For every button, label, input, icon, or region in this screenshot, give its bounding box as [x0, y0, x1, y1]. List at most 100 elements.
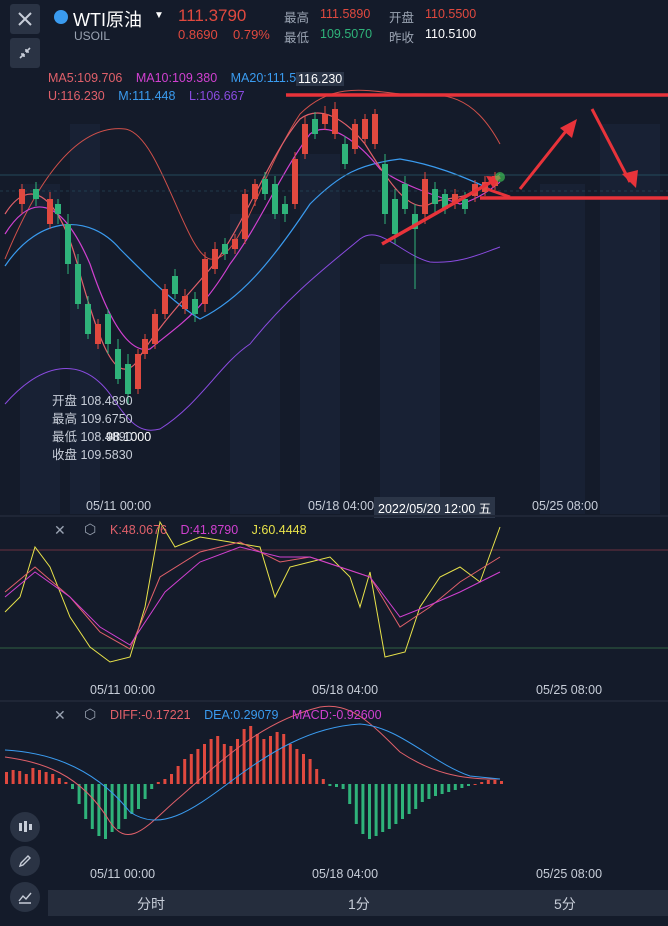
candle-body: [152, 314, 158, 344]
low-value: 109.5070: [320, 27, 373, 41]
min-price-label: 98.1000: [106, 430, 152, 444]
candle-body: [135, 354, 141, 389]
main-chart-pane[interactable]: MA5:109.706 MA10:109.380 MA20:111.552 U:…: [0, 64, 668, 518]
candle-body: [282, 204, 288, 214]
macd-bar: [480, 782, 484, 784]
macd-bar: [420, 784, 424, 802]
close-button[interactable]: [10, 4, 40, 34]
macd-bar: [90, 784, 94, 829]
macd-bar: [123, 784, 127, 819]
candle-body: [242, 194, 248, 239]
last-price: 111.3790: [178, 6, 247, 25]
macd-bar: [216, 736, 220, 784]
x-tick: 05/25 08:00: [536, 683, 603, 697]
macd-bar: [64, 782, 68, 784]
candle-body: [85, 304, 91, 334]
macd-bar: [486, 780, 490, 784]
x-tick: 05/25 08:00: [536, 867, 603, 881]
high-label: 最高: [284, 11, 310, 25]
period-tab-bar: 分时 1分 5分: [48, 890, 668, 916]
macd-bar: [150, 784, 154, 789]
draw-button[interactable]: [10, 846, 40, 876]
macd-bar: [143, 784, 147, 799]
macd-bar: [77, 784, 81, 804]
boll-upper-label: U:116.230: [48, 89, 105, 103]
candle-icon: [19, 821, 32, 832]
collapse-button[interactable]: [10, 38, 40, 68]
ma10-label: MA10:109.380: [135, 71, 218, 85]
chart-type-button[interactable]: [10, 812, 40, 842]
macd-bar: [361, 784, 365, 834]
macd-bar: [170, 774, 173, 784]
low-label: 最低: [284, 31, 310, 45]
macd-bar: [381, 784, 385, 832]
macd-bar: [288, 744, 292, 784]
macd-bar: [282, 734, 286, 784]
macd-pane[interactable]: ✕ ⬡ DIFF:-0.17221 DEA:0.29079 MACD:-0.92…: [0, 702, 668, 890]
symbol-logo-icon: [54, 10, 68, 24]
ohlc-open: 开盘 108.4890: [52, 394, 133, 408]
macd-bar: [71, 784, 74, 789]
macd-bar: [394, 784, 398, 824]
macd-bar: [440, 784, 444, 794]
macd-bar: [262, 739, 266, 784]
candle-body: [272, 184, 278, 214]
open-label: 开盘: [389, 11, 415, 25]
macd-bar: [236, 739, 239, 784]
macd-bar: [434, 784, 437, 796]
macd-bar: [18, 771, 22, 784]
x-tick: 05/11 00:00: [86, 499, 152, 513]
macd-close-icon[interactable]: ✕: [54, 707, 66, 723]
pencil-icon: [18, 855, 31, 868]
macd-bar: [11, 770, 15, 784]
ma5-label: MA5:109.706: [48, 71, 123, 85]
candle-body: [162, 289, 168, 314]
macd-bar: [335, 784, 338, 787]
candle-body: [172, 276, 178, 294]
macd-bar: [328, 784, 332, 786]
candle-body: [462, 199, 468, 209]
line-chart-icon: [18, 892, 32, 904]
x-tick: 05/11 00:00: [90, 683, 156, 697]
symbol-name[interactable]: WTI原油: [73, 10, 142, 30]
macd-bar: [31, 768, 35, 784]
candle-body: [362, 119, 368, 139]
kdj-pane[interactable]: ✕ ⬡ K:48.0676 D:41.8790 J:60.4448 05/11 …: [0, 517, 668, 700]
macd-bar: [460, 784, 464, 788]
candle-body: [212, 249, 218, 269]
max-price-label: 116.230: [296, 72, 345, 86]
candle-body: [182, 296, 188, 309]
candle-body: [47, 199, 53, 224]
ma20-label: MA20:111.552: [230, 71, 311, 85]
boll-middle-label: M:111.448: [118, 89, 176, 103]
tab-1min[interactable]: 1分: [348, 896, 370, 912]
candle-body: [252, 184, 258, 199]
macd-bar: [500, 781, 503, 784]
symbol-dropdown-icon[interactable]: ▼: [154, 10, 164, 21]
x-tick: 05/18 04:00: [308, 499, 375, 513]
candle-body: [262, 179, 268, 194]
macd-bar: [44, 772, 48, 784]
macd-bar: [163, 779, 167, 784]
indicator-button[interactable]: [10, 882, 40, 912]
candle-body: [332, 109, 338, 134]
tab-5min[interactable]: 5分: [554, 896, 576, 912]
kdj-close-icon[interactable]: ✕: [54, 522, 66, 538]
crosshair-time-label: 2022/05/20 12:00 五: [374, 497, 496, 518]
macd-bar: [302, 754, 305, 784]
candle-body: [95, 324, 101, 344]
kdj-chart: [0, 520, 668, 663]
macd-settings-icon[interactable]: ⬡: [84, 706, 97, 722]
diff-value: DIFF:-0.17221: [110, 708, 191, 722]
candle-body: [312, 119, 318, 134]
candle-body: [292, 159, 298, 204]
candle-body: [422, 179, 428, 214]
tab-timeshare[interactable]: 分时: [137, 896, 165, 912]
x-tick: 05/18 04:00: [312, 867, 379, 881]
macd-bar: [387, 784, 391, 829]
macd-bar: [407, 784, 411, 814]
kdj-settings-icon[interactable]: ⬡: [84, 521, 97, 537]
macd-bar: [137, 784, 140, 809]
macd-bar: [209, 739, 213, 784]
macd-bar: [473, 784, 477, 785]
